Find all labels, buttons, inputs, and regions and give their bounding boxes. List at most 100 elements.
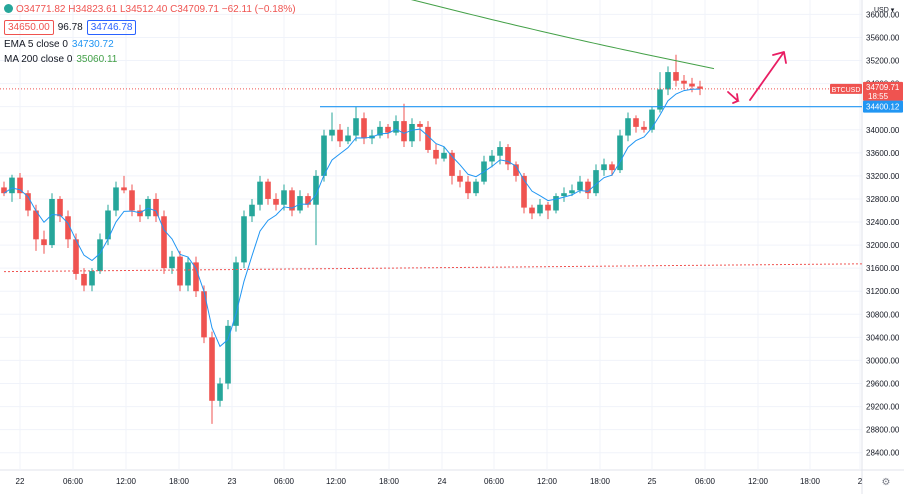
- x-tick-label: 24: [438, 477, 447, 486]
- x-tick-label: 06:00: [274, 477, 295, 486]
- symbol-badge: [830, 83, 862, 94]
- x-tick-label: 2: [858, 477, 863, 486]
- candle-down: [129, 190, 135, 211]
- sell-button[interactable]: 34650.00: [4, 20, 54, 35]
- arrow-down-icon: [727, 91, 740, 104]
- y-tick-label: 33200.00: [866, 172, 900, 181]
- candle-down: [305, 196, 311, 205]
- ohlc-high: H34823.61: [68, 4, 118, 15]
- candle-series: [1, 54, 703, 424]
- candle-up: [473, 181, 479, 194]
- candle-down: [425, 126, 431, 150]
- candle-up: [665, 72, 671, 90]
- candle-down: [513, 164, 519, 176]
- last-price-badge: [863, 81, 903, 101]
- price-axis[interactable]: 28400.00 28800.00 29200.00 29600.00 30000.00…: [866, 10, 900, 457]
- y-tick-label: 28800.00: [866, 426, 900, 435]
- trend-line-dotted: [3, 263, 863, 273]
- last-price-label: 34709.71: [866, 83, 900, 92]
- ema-legend[interactable]: EMA 5 close 0 34730.72: [4, 39, 114, 50]
- candle-up: [409, 123, 415, 142]
- candle-up: [97, 239, 103, 272]
- candle-up: [249, 204, 255, 217]
- candle-up: [577, 181, 583, 191]
- chevron-down-icon: ▾: [888, 7, 895, 14]
- x-tick-label: 18:00: [169, 477, 190, 486]
- candle-down: [177, 256, 183, 286]
- candle-up: [617, 135, 623, 171]
- candle-up: [561, 193, 567, 197]
- ma-legend[interactable]: MA 200 close 0 35060.11: [4, 54, 117, 65]
- x-tick-label: 18:00: [800, 477, 821, 486]
- candle-up: [105, 210, 111, 240]
- time-axis[interactable]: 22 06:00 12:00 18:00 23 06:00 12:00 18:00 24 06:0…: [16, 477, 891, 488]
- y-tick-label: 29200.00: [866, 403, 900, 412]
- candle-down: [201, 291, 207, 338]
- candle-down: [81, 273, 87, 286]
- candle-down: [633, 118, 639, 127]
- currency-selector[interactable]: USD ▾: [874, 5, 894, 14]
- candle-down: [361, 118, 367, 139]
- y-tick-label: 30800.00: [866, 310, 900, 319]
- countdown-label: 18:55: [868, 92, 889, 101]
- candle-down: [681, 80, 687, 84]
- arrow-up-icon: [749, 51, 787, 101]
- ohlc-legend: O34771.82 H34823.61 L34512.40 C34709.71 …: [4, 4, 296, 15]
- candle-up: [353, 118, 359, 136]
- candle-down: [1, 187, 7, 194]
- candle-down: [585, 181, 591, 194]
- y-tick-label: 32000.00: [866, 241, 900, 250]
- candle-down: [689, 83, 695, 87]
- currency-label: USD: [874, 7, 889, 14]
- gear-icon: ⚙: [882, 477, 891, 488]
- y-tick-label: 31600.00: [866, 264, 900, 273]
- x-tick-label: 06:00: [484, 477, 505, 486]
- candle-down: [417, 123, 423, 127]
- candle-up: [329, 129, 335, 136]
- candle-up: [601, 164, 607, 171]
- candle-up: [649, 109, 655, 130]
- y-tick-label: 32800.00: [866, 195, 900, 204]
- y-tick-label: 36000.00: [866, 10, 900, 19]
- candle-down: [673, 72, 679, 81]
- candle-up: [321, 135, 327, 176]
- y-tick-label: 33600.00: [866, 149, 900, 158]
- candle-down: [385, 126, 391, 133]
- candle-up: [49, 198, 55, 246]
- y-tick-label: 32400.00: [866, 218, 900, 227]
- y-tick-label: 29600.00: [866, 379, 900, 388]
- candle-up: [441, 152, 447, 159]
- buy-button[interactable]: 34746.78: [86, 20, 137, 35]
- candle-down: [73, 239, 79, 274]
- candle-down: [545, 204, 551, 211]
- x-tick-label: 06:00: [63, 477, 84, 486]
- y-tick-label: 35600.00: [866, 33, 900, 42]
- candle-down: [33, 210, 39, 240]
- ema-line: [3, 88, 701, 348]
- x-tick-label: 18:00: [590, 477, 611, 486]
- candle-up: [217, 383, 223, 401]
- candle-down: [289, 190, 295, 211]
- candle-up: [225, 325, 231, 384]
- candle-down: [433, 149, 439, 159]
- overlays: [0, 0, 863, 348]
- y-tick-label: 28400.00: [866, 449, 900, 458]
- ma-value: 35060.11: [76, 54, 118, 65]
- candle-down: [57, 198, 63, 217]
- x-tick-label: 12:00: [326, 477, 347, 486]
- candle-down: [161, 216, 167, 269]
- hline-price-badge: [863, 100, 903, 113]
- candle-down: [521, 175, 527, 208]
- candle-up: [313, 175, 319, 205]
- candle-down: [193, 262, 199, 292]
- x-tick-label: 25: [648, 477, 657, 486]
- x-tick-label: 06:00: [695, 477, 716, 486]
- ma-line: [410, 0, 715, 70]
- candle-up: [241, 216, 247, 263]
- x-tick-label: 18:00: [379, 477, 400, 486]
- symbol-status-icon: [4, 4, 13, 13]
- ema-label: EMA 5 close 0: [4, 39, 68, 50]
